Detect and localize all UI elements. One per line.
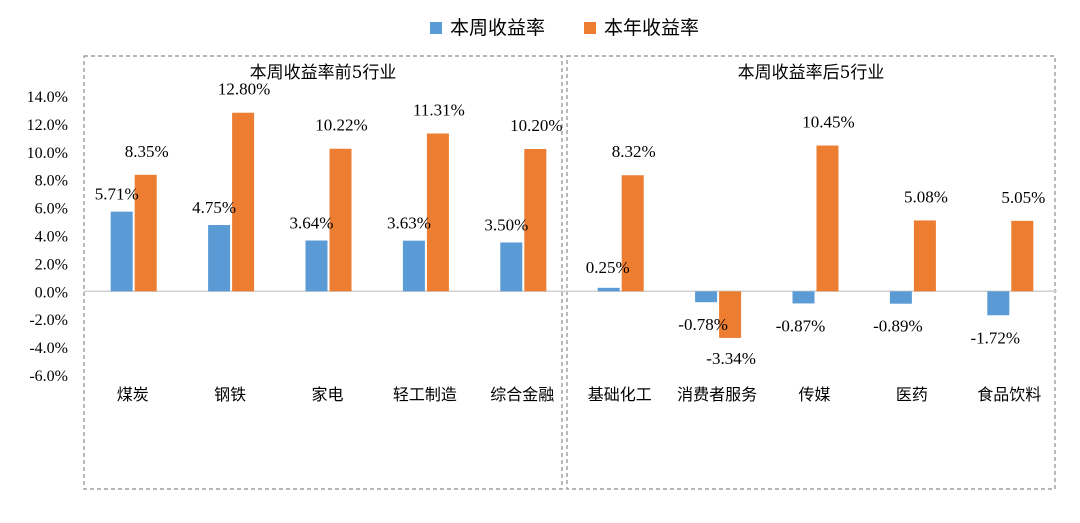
data-label-weekly: -1.72% <box>971 328 1021 347</box>
data-label-yearly: 12.80% <box>218 80 270 99</box>
bar-weekly-传媒 <box>792 291 815 304</box>
data-label-yearly: 5.08% <box>904 187 948 206</box>
bar-weekly-轻工制造 <box>402 240 425 292</box>
category-label: 基础化工 <box>588 385 652 404</box>
bar-yearly-基础化工 <box>621 175 644 292</box>
y-tick-label: 10.0% <box>27 145 68 162</box>
bar-yearly-综合金融 <box>524 149 547 292</box>
bar-yearly-煤炭 <box>134 174 157 292</box>
data-label-weekly: -0.89% <box>873 317 923 336</box>
category-label: 煤炭 <box>117 385 149 404</box>
y-tick-label: 8.0% <box>35 173 68 190</box>
y-tick-label: 2.0% <box>35 256 68 273</box>
y-tick-label: 6.0% <box>35 201 68 218</box>
data-label-weekly: -0.87% <box>776 316 826 335</box>
y-axis: 14.0% 12.0% 10.0% 8.0% 6.0% 4.0% 2.0% 0.0% -2.0%… <box>27 89 68 385</box>
y-tick-label: 4.0% <box>35 229 68 246</box>
plot-area: 5.71% 8.35% 煤炭 4.75% 12.80% 钢铁 3.64% 10.22% 家电 3.… <box>84 80 1057 404</box>
data-label-yearly: 11.31% <box>413 101 465 120</box>
panel-frame-1 <box>83 55 563 490</box>
legend-label-weekly: 本周收益率 <box>450 17 545 39</box>
category-label: 传媒 <box>798 385 830 404</box>
bar-weekly-煤炭 <box>110 211 133 292</box>
bar-weekly-医药 <box>889 291 912 304</box>
data-label-weekly: 3.63% <box>387 214 431 233</box>
data-label-weekly: 4.75% <box>192 198 236 217</box>
bar-yearly-家电 <box>329 148 352 292</box>
data-label-yearly: 8.32% <box>612 142 656 161</box>
bar-weekly-综合金融 <box>500 242 523 292</box>
data-label-yearly: 10.45% <box>802 113 854 132</box>
data-label-weekly: 0.25% <box>586 258 630 277</box>
legend-swatch-yearly <box>584 22 596 34</box>
y-tick-label: 14.0% <box>27 89 68 106</box>
bar-weekly-基础化工 <box>597 287 620 292</box>
y-tick-label: -2.0% <box>29 312 68 329</box>
bar-weekly-钢铁 <box>208 225 231 292</box>
panel-frames: 本周收益率前5行业 本周收益率后5行业 <box>83 55 1056 490</box>
bar-yearly-医药 <box>913 220 936 292</box>
panel-title-1: 本周收益率前5行业 <box>250 63 397 83</box>
y-tick-label: -6.0% <box>29 368 68 385</box>
category-label: 钢铁 <box>214 385 246 404</box>
category-label: 家电 <box>311 385 343 404</box>
data-label-yearly: 5.05% <box>1001 188 1045 207</box>
category-label: 综合金融 <box>490 385 554 404</box>
category-label: 食品饮料 <box>977 385 1041 404</box>
data-label-weekly: 3.64% <box>290 214 334 233</box>
category-label: 轻工制造 <box>393 385 457 404</box>
panel-title-2: 本周收益率后5行业 <box>738 63 885 83</box>
bar-yearly-钢铁 <box>232 112 255 292</box>
panel-frame-2 <box>566 55 1056 490</box>
bar-yearly-传媒 <box>816 145 839 292</box>
bar-weekly-家电 <box>305 240 328 292</box>
bar-yearly-食品饮料 <box>1011 220 1034 292</box>
category-label: 消费者服务 <box>677 385 757 404</box>
category-label: 医药 <box>896 385 928 404</box>
legend-swatch-weekly <box>430 22 442 34</box>
data-label-yearly: 10.22% <box>315 116 367 135</box>
data-label-weekly: 5.71% <box>95 185 139 204</box>
bar-yearly-消费者服务 <box>719 291 742 338</box>
bar-weekly-消费者服务 <box>695 291 718 303</box>
legend: 本周收益率 本年收益率 <box>430 17 699 39</box>
y-tick-label: -4.0% <box>29 340 68 357</box>
y-tick-label: 12.0% <box>27 117 68 134</box>
bar-yearly-轻工制造 <box>426 133 449 292</box>
y-tick-label: 0.0% <box>35 284 68 301</box>
bar-weekly-食品饮料 <box>987 291 1010 316</box>
data-label-yearly: 10.20% <box>510 116 562 135</box>
data-label-weekly: 3.50% <box>484 215 528 234</box>
legend-label-yearly: 本年收益率 <box>604 17 699 39</box>
data-label-yearly: -3.34% <box>706 349 756 368</box>
data-label-yearly: 8.35% <box>125 142 169 161</box>
data-label-weekly: -0.78% <box>678 315 728 334</box>
